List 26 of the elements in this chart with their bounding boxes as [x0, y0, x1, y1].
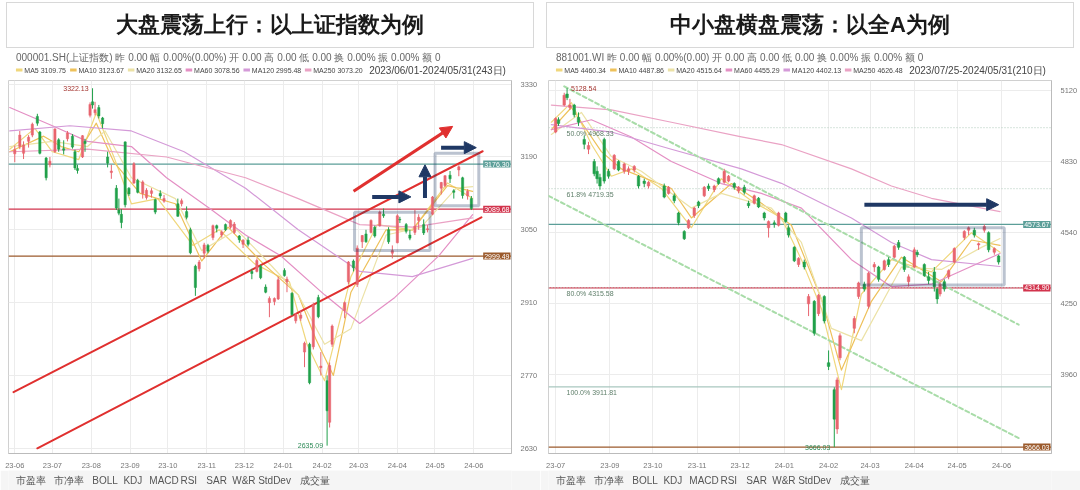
text: RSI — [180, 475, 198, 486]
text: StdDev — [798, 475, 831, 486]
text: BOLL — [92, 475, 119, 486]
text: MACD — [149, 475, 179, 486]
text: W&R — [772, 475, 796, 486]
text: SAR — [746, 475, 767, 486]
text: 市净率 — [594, 475, 625, 486]
text: 成交量 — [299, 475, 330, 486]
text: W&R — [232, 475, 256, 486]
text: StdDev — [258, 475, 291, 486]
chart-title: 大盘震荡上行：以上证指数为例 — [116, 11, 424, 39]
text: 市盈率 — [555, 475, 586, 486]
text: 881001.WI 昨 0.00 幅 0.00%(0.00) 开 0.00 高 0.00 低 0.00 换 0.00% 振 0.00% 额 0 — [555, 52, 924, 63]
chart-title: 中小盘横盘震荡：以全A为例 — [670, 11, 950, 39]
text: 成交量 — [839, 475, 870, 486]
text: RSI — [720, 475, 738, 486]
text: 市盈率 — [15, 475, 46, 486]
text: 2023/06/01-2024/05/31(243日) — [369, 64, 506, 76]
text: SAR — [206, 475, 227, 486]
text: 2023/07/25-2024/05/31(210日) — [909, 64, 1046, 76]
text: 000001.SH(上证指数) 昨 0.00 幅 0.00%(0.00%) 开 0.00 高 0.00 低 0.00 换 0.00% 振 0.00% 额 0 — [15, 52, 442, 63]
text: MACD — [689, 475, 719, 486]
text: BOLL — [632, 475, 659, 486]
text: 市净率 — [54, 475, 85, 486]
text: KDJ — [123, 475, 143, 486]
text: KDJ — [663, 475, 683, 486]
